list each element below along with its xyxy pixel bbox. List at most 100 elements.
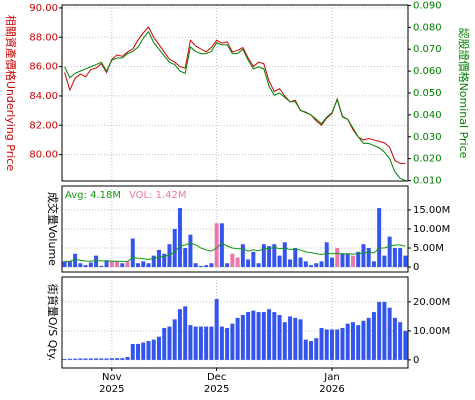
bar: [94, 358, 99, 360]
bar: [371, 312, 376, 360]
bar: [314, 263, 319, 268]
bar: [293, 317, 298, 360]
bar: [277, 314, 282, 360]
axis-title: 認股證價格Nominal Price: [457, 28, 471, 159]
bar: [167, 244, 172, 268]
bar: [387, 307, 392, 360]
bar: [198, 265, 203, 268]
y2-tick-label: 0.080: [413, 22, 442, 33]
bar: [141, 261, 146, 268]
bar: [156, 249, 161, 268]
bar: [366, 317, 371, 360]
bar: [115, 261, 120, 268]
bar: [350, 322, 355, 360]
bar: [225, 263, 230, 268]
x-tick-label: Dec 2025: [203, 372, 230, 395]
price-line: [64, 30, 406, 182]
bar: [261, 244, 266, 268]
bar: [104, 260, 109, 268]
bar: [109, 358, 114, 360]
bar: [392, 317, 397, 360]
bar: [345, 253, 350, 268]
y-tick-label: 82.00: [29, 120, 58, 131]
bar: [288, 259, 293, 268]
bar: [73, 253, 78, 268]
bar: [78, 263, 83, 268]
y2-tick-label: 0.040: [413, 110, 442, 121]
bar: [251, 251, 256, 268]
panel-frame: [61, 4, 409, 182]
bar: [62, 261, 67, 268]
bar: [204, 265, 209, 268]
bar: [371, 261, 376, 268]
bar: [272, 244, 277, 268]
axis-title: 成交量Volume: [46, 192, 60, 266]
bar: [162, 253, 167, 268]
bar: [151, 255, 156, 268]
bar: [183, 306, 188, 360]
x-tick-label: Nov 2025: [99, 372, 125, 395]
bar: [78, 358, 83, 360]
y2-tick-label: 10.00M: [413, 326, 450, 337]
bar: [120, 263, 125, 268]
bar: [314, 338, 319, 360]
bar: [183, 248, 188, 268]
bar: [293, 248, 298, 268]
bar: [345, 323, 350, 360]
bar: [162, 328, 167, 360]
bar: [198, 326, 203, 360]
y-tick-label: 86.00: [29, 62, 58, 73]
bar: [324, 242, 329, 268]
y2-tick-label: 10.00M: [413, 224, 450, 235]
bar: [151, 339, 156, 360]
bar: [67, 358, 72, 360]
x-tick-label: Jan 2026: [319, 372, 345, 395]
y-tick-label: 88.00: [29, 32, 58, 43]
bar: [288, 316, 293, 360]
axis-title: 相關資產價格Underlying Price: [4, 15, 18, 171]
bar: [240, 314, 245, 360]
bar: [303, 339, 308, 360]
y2-tick-label: 5.00M: [413, 243, 444, 254]
bar: [403, 255, 408, 268]
bar: [319, 261, 324, 268]
bar: [309, 341, 314, 360]
bar: [99, 358, 104, 360]
bar: [115, 358, 120, 360]
bar: [267, 246, 272, 268]
bar: [146, 263, 151, 268]
bar: [230, 253, 235, 268]
bar: [340, 328, 345, 360]
y2-tick-label: 0.060: [413, 66, 442, 77]
y-tick-label: 84.00: [29, 91, 58, 102]
y2-tick-label: 0: [413, 262, 419, 273]
bar: [146, 341, 151, 360]
bar: [251, 310, 256, 360]
bar: [261, 312, 266, 360]
axis-title: 街貨量O/S Qty.: [46, 284, 60, 361]
y2-tick-label: 0.050: [413, 88, 442, 99]
bar: [204, 326, 209, 360]
bar: [356, 325, 361, 360]
bar: [219, 326, 224, 360]
bar: [267, 309, 272, 360]
legend-entry: Avg: 4.18M: [65, 190, 121, 201]
bar: [177, 208, 182, 268]
bar: [172, 319, 177, 360]
y2-tick-label: 20.00M: [413, 297, 450, 308]
bar: [335, 248, 340, 268]
panel-frame: [61, 185, 409, 273]
bar: [309, 265, 314, 268]
bar: [83, 358, 88, 360]
bar: [282, 242, 287, 268]
bar: [240, 244, 245, 268]
bar: [277, 255, 282, 268]
bar: [377, 208, 382, 268]
bar: [256, 263, 261, 268]
bar: [99, 265, 104, 268]
bar: [125, 261, 130, 268]
bar: [256, 312, 261, 360]
bar: [219, 223, 224, 268]
